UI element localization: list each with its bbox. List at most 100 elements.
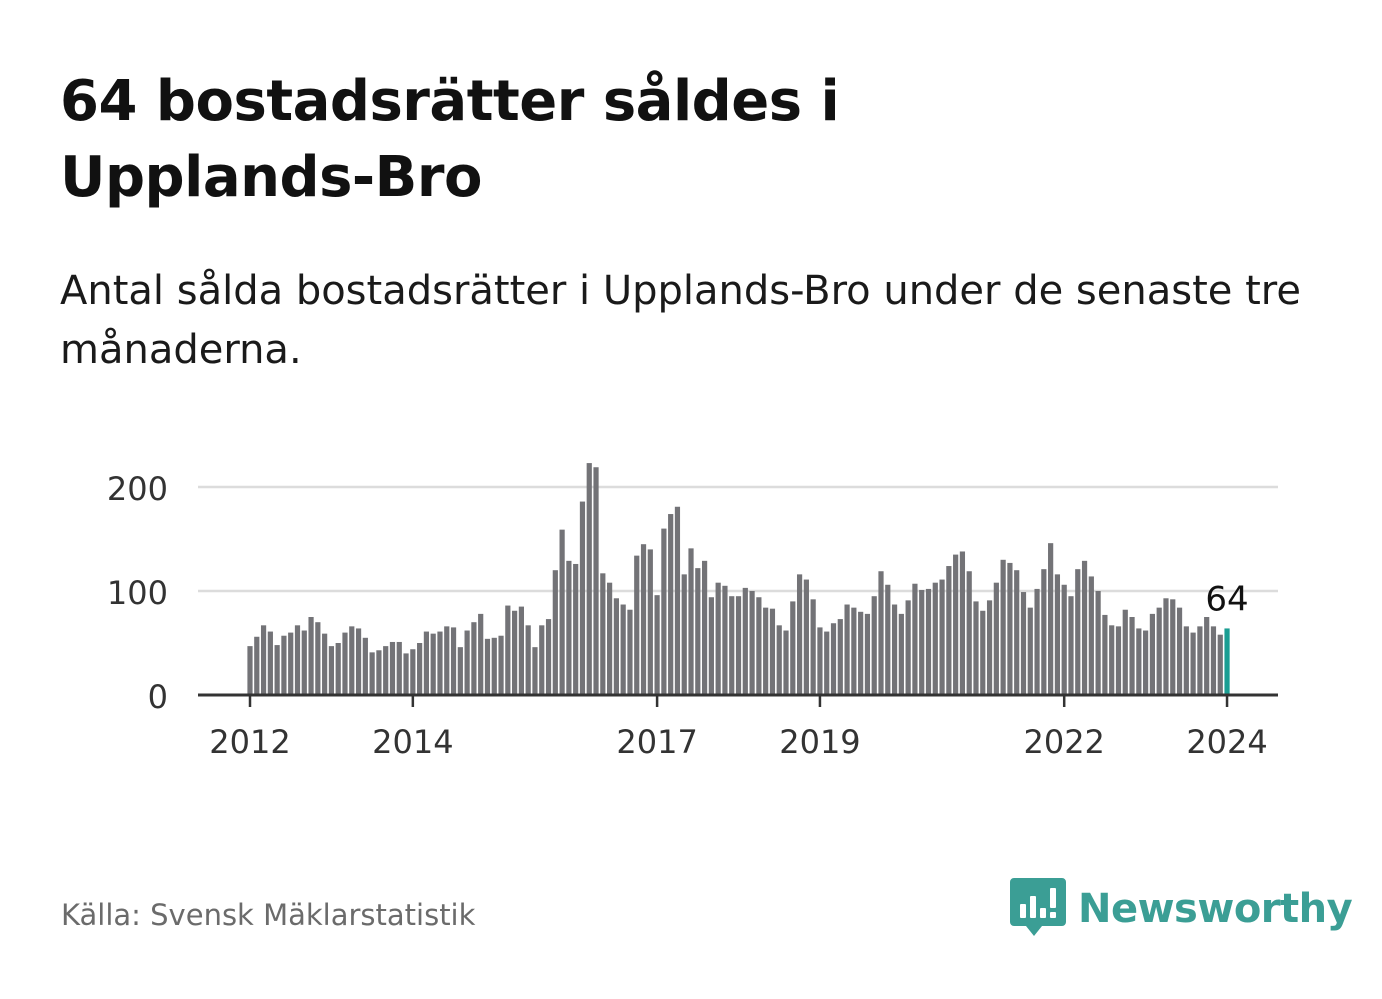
bar (1041, 569, 1047, 695)
bar (389, 641, 396, 695)
bar (512, 610, 518, 695)
bar (824, 631, 830, 695)
brand-name: Newsworthy (1078, 886, 1353, 932)
highlight-value-label: 64 (1205, 579, 1248, 619)
bar (620, 604, 626, 695)
bar (735, 596, 742, 695)
bar (1068, 596, 1074, 695)
bar (647, 549, 653, 695)
bar (749, 591, 755, 695)
bar (871, 596, 877, 695)
bar (878, 571, 884, 695)
x-tick-label: 2019 (779, 723, 860, 761)
bar (1095, 591, 1101, 695)
bar (1122, 609, 1128, 695)
bar (681, 574, 687, 695)
bar (1109, 625, 1115, 695)
bar (450, 627, 457, 695)
bars-layer (247, 463, 1230, 695)
bar (1014, 570, 1020, 695)
y-tick-label: 200 (107, 470, 168, 508)
bar (464, 630, 470, 695)
page-title: 64 bostadsrätter såldes i Upplands-Bro (60, 69, 840, 210)
x-tick-label: 2017 (616, 723, 697, 761)
bar (552, 570, 558, 695)
bar (1217, 634, 1223, 695)
bar (1102, 614, 1108, 695)
bar (254, 636, 260, 695)
bar (946, 566, 952, 695)
bar (539, 625, 545, 695)
bar (627, 609, 633, 695)
bar (335, 643, 341, 695)
bar (925, 588, 932, 695)
bar (1054, 574, 1061, 695)
bar (959, 551, 966, 695)
bar (1183, 626, 1189, 695)
bar (851, 607, 857, 695)
source-note: Källa: Svensk Mäklarstatistik (61, 898, 476, 932)
bar (722, 585, 728, 695)
bar (532, 647, 538, 695)
bar (1088, 576, 1094, 695)
bar (362, 637, 368, 695)
bar (288, 632, 294, 695)
bar (1075, 569, 1081, 695)
bar (695, 568, 701, 695)
bar (328, 646, 335, 695)
bar (661, 528, 667, 695)
bar (783, 630, 789, 695)
bar (1149, 613, 1156, 695)
bar (586, 463, 592, 695)
bar (1020, 592, 1027, 695)
bar (457, 647, 463, 695)
bar (674, 506, 681, 695)
bar (668, 514, 674, 695)
axis-layer: 0 100 200 2012 2014 2017 2019 2022 2024 64 (107, 470, 1278, 761)
bar (478, 613, 484, 695)
bar (308, 617, 314, 695)
bar (640, 544, 647, 695)
bar (484, 638, 491, 695)
bar (953, 554, 959, 695)
bar (1210, 626, 1217, 695)
bar (593, 467, 599, 695)
x-tick-label: 2024 (1186, 723, 1267, 761)
bar (498, 635, 504, 695)
bar (417, 643, 423, 695)
bar (607, 582, 613, 695)
newsworthy-logo-icon (1010, 878, 1066, 936)
bar (247, 646, 253, 695)
bar (396, 641, 402, 695)
bar (1034, 588, 1040, 695)
bar (912, 583, 918, 695)
bar (715, 582, 721, 695)
bar (1190, 632, 1196, 695)
bar (301, 630, 307, 695)
bar (986, 600, 993, 695)
bar (939, 579, 945, 695)
brand-logo[interactable]: Newsworthy (1010, 878, 1353, 940)
bar (518, 606, 524, 695)
bar (905, 600, 911, 695)
bar (1197, 626, 1203, 695)
bar (701, 560, 708, 695)
bar (355, 628, 362, 695)
bar (1156, 607, 1162, 695)
bar (342, 632, 348, 695)
bar (810, 599, 816, 695)
bar (267, 631, 273, 695)
bar (844, 604, 850, 695)
bar (729, 596, 735, 695)
bar (579, 501, 586, 695)
bar (403, 653, 409, 695)
bar (932, 582, 938, 695)
bar (281, 635, 287, 695)
bar (1204, 617, 1210, 695)
bar (471, 622, 477, 695)
bar (858, 611, 864, 695)
bar (1061, 584, 1067, 695)
bar (525, 625, 531, 695)
bar (864, 613, 871, 695)
bar (410, 649, 416, 695)
